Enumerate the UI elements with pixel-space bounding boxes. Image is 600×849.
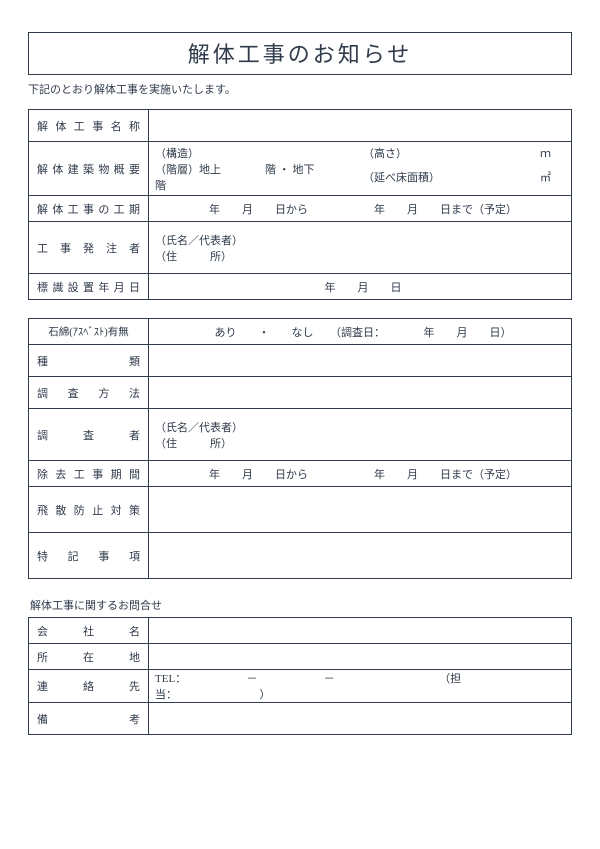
label-scatter-prevention: 飛散防止対策	[29, 487, 149, 533]
label-kind: 種類	[29, 345, 149, 377]
text-floor-area-label: （延べ床面積）	[363, 169, 440, 185]
label-contact: 連絡先	[29, 670, 149, 703]
cell-special-notes	[149, 533, 572, 579]
label-client: 工事発注者	[29, 222, 149, 274]
cell-remarks	[149, 703, 572, 735]
cell-contact: TEL： － － （担当： ）	[149, 670, 572, 703]
label-company-name: 会社名	[29, 618, 149, 644]
contact-heading: 解体工事に関するお問合せ	[30, 597, 572, 613]
cell-construction-period: 年 月 日から 年 月 日まで（予定）	[149, 196, 572, 222]
label-sign-date: 標識設置年月日	[29, 274, 149, 300]
label-construction-period: 解体工事の工期	[29, 196, 149, 222]
label-building-summary: 解体建築物概要	[29, 142, 149, 196]
cell-sign-date: 年 月 日	[149, 274, 572, 300]
text-client-name: （氏名／代表者）	[149, 232, 571, 248]
text-unit-m: ｍ	[540, 145, 551, 161]
cell-address	[149, 644, 572, 670]
cell-investigator: （氏名／代表者） （住 所）	[149, 409, 572, 461]
text-unit-m2: ㎡	[540, 169, 551, 185]
cell-removal-period: 年 月 日から 年 月 日まで（予定）	[149, 461, 572, 487]
text-investigator-name: （氏名／代表者）	[149, 419, 571, 435]
cell-project-name	[149, 110, 572, 142]
subtitle-text: 下記のとおり解体工事を実施いたします。	[28, 81, 572, 97]
cell-kind	[149, 345, 572, 377]
text-client-address: （住 所）	[149, 248, 571, 264]
cell-scatter-prevention	[149, 487, 572, 533]
page-title: 解体工事のお知らせ	[28, 32, 572, 75]
cell-building-summary: （構造） （高さ） ｍ （階層）地上 階 ・ 地下 階 （延べ床面積）	[149, 142, 572, 196]
label-method: 調査方法	[29, 377, 149, 409]
table-construction-overview: 解体工事名称 解体建築物概要 （構造） （高さ） ｍ	[28, 109, 572, 300]
text-floors: （階層）地上 階 ・ 地下 階	[155, 161, 363, 193]
label-address: 所在地	[29, 644, 149, 670]
label-remarks: 備考	[29, 703, 149, 735]
table-asbestos: 石綿(ｱｽﾍﾞｽﾄ)有無 あり ・ なし （調査日： 年 月 日） 種類 調査方…	[28, 318, 572, 579]
cell-client: （氏名／代表者） （住 所）	[149, 222, 572, 274]
label-special-notes: 特記事項	[29, 533, 149, 579]
text-structure: （構造）	[155, 145, 199, 161]
text-investigator-address: （住 所）	[149, 435, 571, 451]
cell-asbestos: あり ・ なし （調査日： 年 月 日）	[149, 319, 572, 345]
label-removal-period: 除去工事期間	[29, 461, 149, 487]
label-asbestos: 石綿(ｱｽﾍﾞｽﾄ)有無	[29, 319, 149, 345]
table-contact: 会社名 所在地 連絡先 TEL： － － （担当： ） 備考	[28, 617, 572, 735]
label-project-name: 解体工事名称	[29, 110, 149, 142]
cell-company-name	[149, 618, 572, 644]
text-height-label: （高さ）	[363, 145, 407, 161]
cell-method	[149, 377, 572, 409]
label-investigator: 調査者	[29, 409, 149, 461]
